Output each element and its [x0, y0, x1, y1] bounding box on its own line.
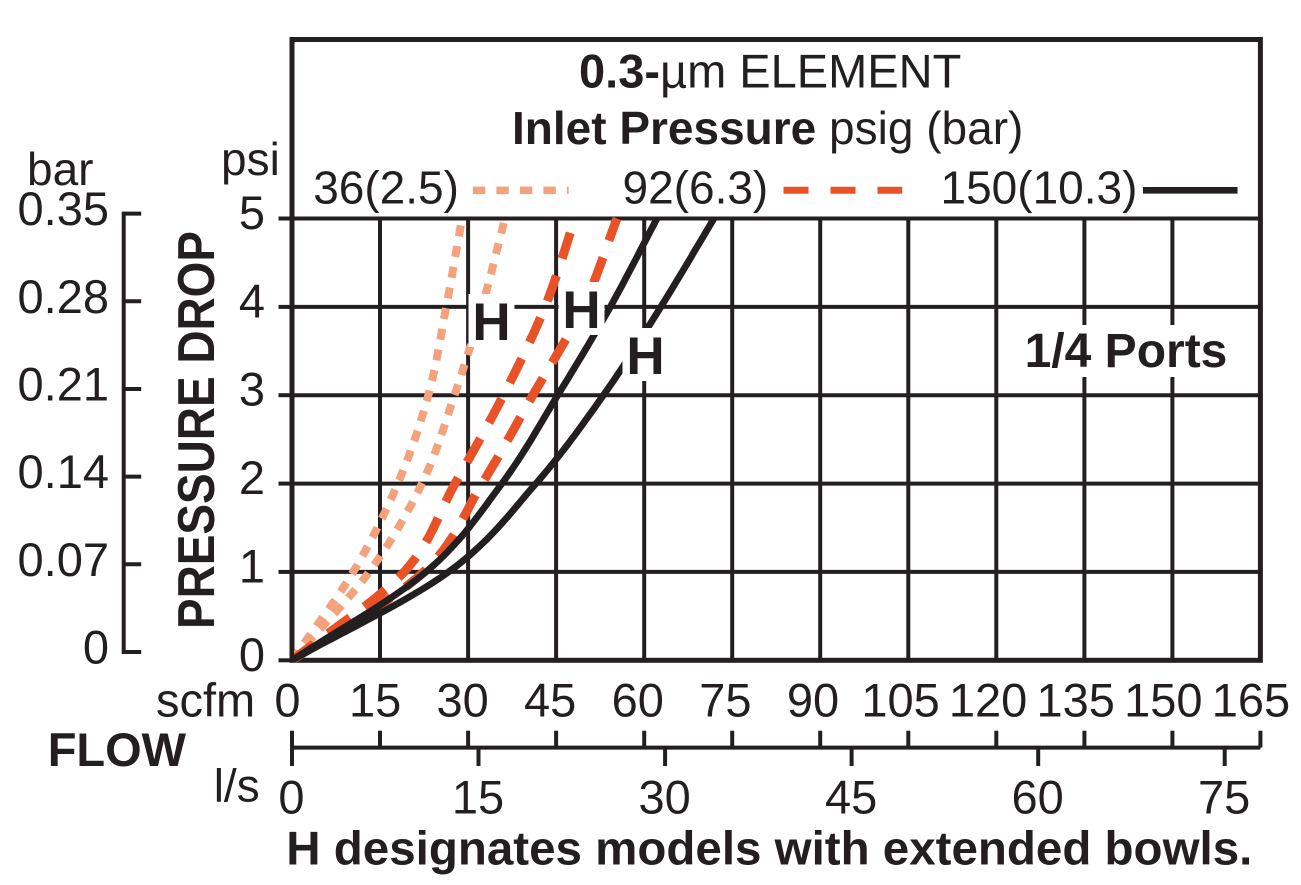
svg-text:H: H	[626, 327, 664, 386]
svg-text:120: 120	[949, 674, 1027, 727]
svg-text:135: 135	[1036, 674, 1114, 727]
svg-text:150(10.3): 150(10.3)	[941, 162, 1138, 214]
svg-text:0: 0	[274, 674, 300, 727]
svg-text:2: 2	[239, 451, 265, 504]
svg-text:1/4 Ports: 1/4 Ports	[1025, 325, 1228, 378]
svg-text:H designates models with exten: H designates models with extended bowls.	[286, 823, 1252, 876]
svg-text:90: 90	[787, 674, 839, 727]
svg-text:0.21: 0.21	[18, 358, 109, 411]
svg-text:150: 150	[1124, 674, 1202, 727]
svg-text:0: 0	[83, 621, 109, 674]
svg-text:165: 165	[1212, 674, 1290, 727]
svg-text:15: 15	[452, 771, 504, 824]
svg-text:bar: bar	[27, 143, 93, 195]
svg-text:5: 5	[239, 186, 265, 239]
svg-text:75: 75	[699, 674, 751, 727]
svg-text:1: 1	[239, 539, 265, 592]
svg-text:30: 30	[638, 771, 690, 824]
svg-text:60: 60	[612, 674, 664, 727]
svg-text:75: 75	[1198, 771, 1250, 824]
svg-text:l/s: l/s	[214, 759, 260, 811]
svg-text:0.14: 0.14	[18, 445, 109, 498]
svg-text:36(2.5): 36(2.5)	[313, 162, 459, 214]
svg-text:15: 15	[349, 674, 401, 727]
svg-text:H: H	[562, 281, 600, 340]
svg-text:PRESSURE DROP: PRESSURE DROP	[168, 231, 226, 629]
svg-text:0.28: 0.28	[18, 270, 109, 323]
svg-text:3: 3	[239, 363, 265, 416]
svg-text:30: 30	[437, 674, 489, 727]
svg-text:FLOW: FLOW	[48, 723, 187, 776]
svg-text:0.35: 0.35	[18, 182, 109, 235]
svg-text:Inlet Pressure psig (bar): Inlet Pressure psig (bar)	[512, 102, 1023, 154]
svg-text:0.3-µm ELEMENT: 0.3-µm ELEMENT	[579, 45, 961, 98]
svg-text:H: H	[472, 293, 510, 352]
svg-text:psi: psi	[221, 133, 280, 185]
svg-text:0: 0	[278, 771, 304, 824]
svg-text:45: 45	[524, 674, 576, 727]
svg-text:105: 105	[861, 674, 939, 727]
svg-text:4: 4	[239, 274, 265, 327]
svg-text:60: 60	[1012, 771, 1064, 824]
svg-text:0: 0	[239, 628, 265, 681]
svg-text:scfm: scfm	[156, 674, 255, 727]
svg-text:92(6.3): 92(6.3)	[623, 162, 769, 214]
svg-text:45: 45	[825, 771, 877, 824]
svg-text:0.07: 0.07	[18, 533, 109, 586]
